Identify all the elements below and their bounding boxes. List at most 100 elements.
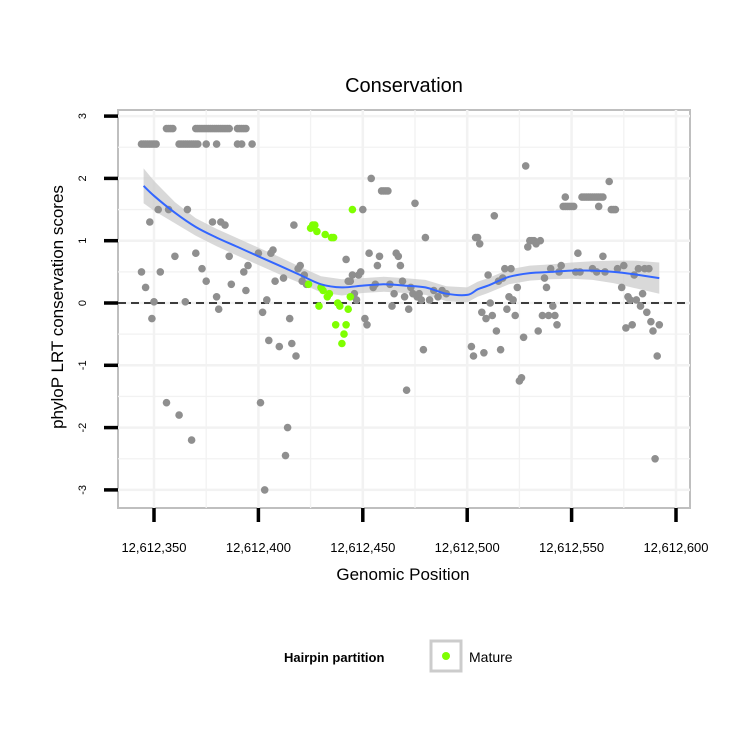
point-other: [269, 246, 277, 254]
point-other: [561, 193, 570, 201]
point-other: [632, 296, 641, 304]
point-mature: [331, 321, 340, 329]
x-tick-label: 12,612,450: [330, 540, 395, 555]
point-other: [175, 411, 183, 419]
point-other: [263, 296, 271, 304]
point-other: [164, 205, 173, 214]
point-other: [524, 243, 532, 251]
point-other: [467, 342, 476, 351]
point-mature: [338, 339, 346, 348]
point-other: [415, 289, 424, 298]
point-other: [256, 398, 265, 407]
point-mature: [325, 289, 334, 298]
point-other: [511, 311, 519, 320]
point-mature: [340, 330, 348, 338]
y-tick-label: 0: [77, 300, 89, 306]
point-other: [156, 268, 165, 276]
point-other: [152, 140, 160, 148]
point-other: [576, 268, 584, 276]
point-other: [651, 455, 659, 463]
point-other: [475, 240, 484, 248]
point-other: [240, 268, 248, 276]
point-mature: [313, 227, 321, 236]
point-other: [242, 286, 250, 295]
point-other: [384, 187, 392, 195]
point-mature: [329, 233, 338, 242]
point-other: [611, 205, 620, 214]
point-other: [478, 308, 486, 317]
point-other: [292, 352, 300, 360]
point-other: [361, 314, 369, 323]
point-other: [373, 261, 382, 270]
point-other: [617, 283, 626, 292]
point-other: [342, 255, 350, 264]
point-other: [569, 202, 578, 211]
point-other: [281, 451, 290, 460]
point-mature: [346, 293, 355, 301]
point-other: [365, 249, 373, 257]
point-other: [425, 296, 434, 304]
point-other: [636, 302, 645, 310]
point-other: [212, 140, 221, 148]
point-other: [198, 264, 206, 273]
point-mature: [311, 221, 319, 229]
point-other: [655, 321, 664, 329]
point-other: [419, 345, 428, 354]
point-other: [638, 289, 647, 298]
point-mature: [336, 302, 344, 310]
x-tick-label: 12,612,400: [226, 540, 291, 555]
point-other: [542, 283, 551, 292]
x-axis: 12,612,350 12,612,400 12,612,450 12,612,500…: [121, 508, 709, 555]
point-other: [367, 174, 376, 183]
point-other: [202, 277, 210, 286]
smooth-line: [142, 185, 660, 297]
point-other: [208, 218, 217, 226]
legend: Hairpin partition Mature: [284, 639, 513, 673]
point-other: [622, 324, 630, 332]
legend-title: Hairpin partition: [284, 650, 384, 665]
x-tick-label: 12,612,550: [539, 540, 604, 555]
point-other: [285, 314, 294, 323]
point-other: [645, 264, 653, 273]
point-other: [421, 233, 430, 242]
point-other: [265, 336, 273, 345]
point-other: [628, 321, 636, 329]
other-points: [137, 124, 664, 494]
point-other: [137, 268, 146, 276]
point-other: [488, 311, 497, 320]
point-other: [248, 140, 256, 148]
point-other: [356, 268, 365, 276]
point-other: [647, 317, 655, 326]
point-other: [469, 352, 478, 360]
point-other: [225, 252, 233, 261]
point-other: [271, 277, 279, 286]
chart-title: Conservation: [345, 75, 463, 97]
panel-border: [117, 109, 691, 509]
point-other: [517, 374, 526, 382]
point-other: [260, 486, 269, 494]
point-other: [171, 252, 179, 261]
point-other: [551, 311, 559, 320]
point-other: [501, 264, 509, 273]
point-other: [400, 293, 409, 301]
point-other: [227, 280, 236, 289]
point-other: [574, 249, 582, 257]
point-other: [538, 311, 547, 320]
point-other: [594, 202, 603, 211]
point-other: [181, 298, 190, 306]
point-mature: [321, 230, 330, 239]
point-other: [402, 386, 411, 395]
point-other: [536, 236, 545, 245]
point-mature: [319, 286, 327, 295]
y-tick-label: 2: [77, 175, 89, 181]
point-other: [154, 205, 162, 214]
point-mature: [344, 305, 353, 314]
point-other: [653, 352, 661, 360]
point-mature: [315, 302, 323, 310]
point-other: [150, 298, 158, 306]
point-other: [613, 264, 622, 273]
point-other: [212, 293, 221, 301]
point-mature: [304, 280, 313, 289]
x-tick-label: 12,612,350: [121, 540, 186, 555]
point-other: [258, 308, 267, 317]
